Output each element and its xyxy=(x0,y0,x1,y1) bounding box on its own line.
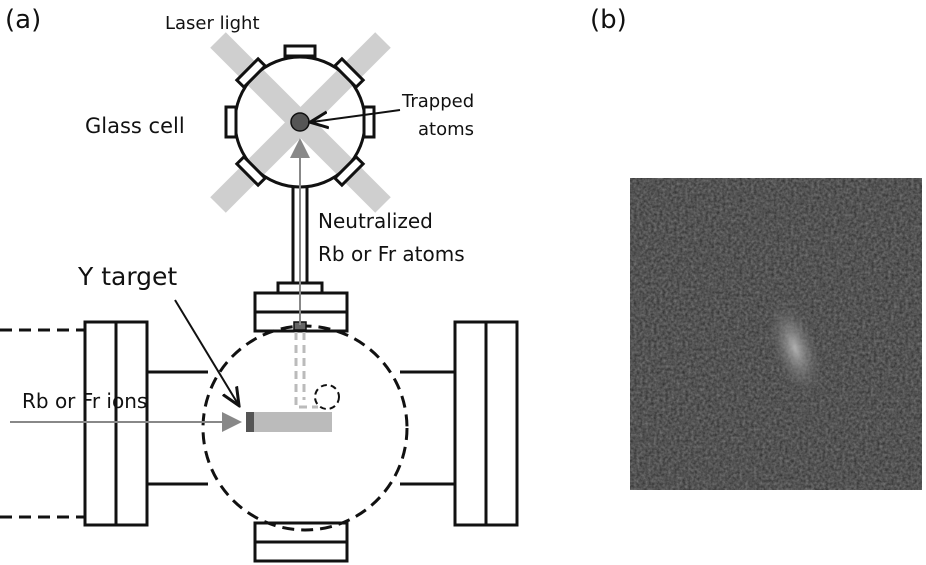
label: Glass cell xyxy=(85,114,185,138)
flange xyxy=(116,322,147,525)
figure: (a) Laser light Glass cell Trapped atoms… xyxy=(0,0,926,565)
flange xyxy=(85,322,116,525)
panel-label: (a) xyxy=(5,5,41,35)
flange xyxy=(255,542,347,561)
y-target-face xyxy=(246,412,254,432)
label: Y target xyxy=(77,262,177,291)
window xyxy=(364,107,374,137)
label: Laser light xyxy=(165,13,260,34)
y-target xyxy=(246,412,332,432)
label: Rb or Fr ions xyxy=(22,389,147,413)
window xyxy=(285,46,315,56)
flange xyxy=(455,322,486,525)
label: atoms xyxy=(418,119,474,140)
camera-image xyxy=(630,178,922,490)
panel-label: (b) xyxy=(590,5,627,35)
flange xyxy=(486,322,517,525)
label: Rb or Fr atoms xyxy=(318,242,465,266)
trapped-atoms xyxy=(291,113,309,131)
atom-path xyxy=(296,332,318,407)
label: Neutralized xyxy=(318,209,433,233)
label: Trapped xyxy=(401,91,474,112)
target-pointer xyxy=(175,300,238,404)
flange xyxy=(255,523,347,542)
heater xyxy=(315,385,339,409)
window xyxy=(226,107,236,137)
